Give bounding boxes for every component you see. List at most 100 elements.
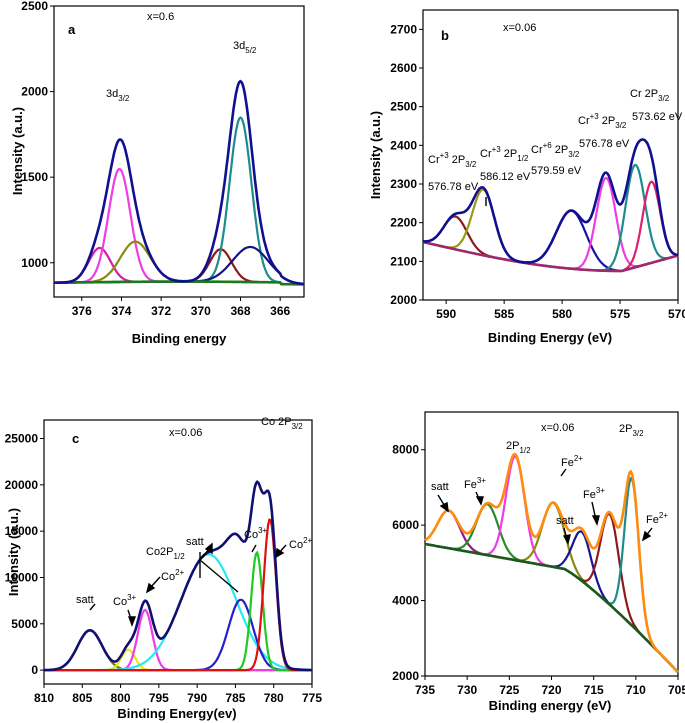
panel-b-ticks: 590 585 580 575 570 2000 2100 2200 2300 2400 2500 2… (390, 22, 685, 321)
x-tick-label: 800 (111, 691, 131, 705)
peak-component-4 (424, 501, 679, 673)
panel-d-label-2p12: 2P1/2 (506, 440, 531, 455)
panel-c-label-co3-1: Co3+ (113, 593, 137, 608)
panel-a-ylabel: Intensity (a.u.) (10, 107, 25, 195)
panel-a-peak-label-3d52: 3d5/2 (233, 40, 257, 55)
panel-b-ylabel: Intensity (a.u.) (368, 111, 383, 199)
panel-a-peak-label-3d32: 3d3/2 (106, 88, 130, 103)
arrow-head (562, 534, 571, 545)
panel-b-value-5: 573.62 eV (632, 111, 683, 123)
panel-d-curves (424, 452, 679, 674)
x-tick-label: 710 (626, 683, 646, 697)
x-tick-label: 720 (541, 683, 561, 697)
panel-c-header: x=0.06 (169, 427, 202, 439)
y-tick-label: 2500 (390, 100, 417, 114)
y-tick-label: 2100 (390, 254, 417, 268)
x-tick-label: 368 (230, 304, 250, 318)
arrow-line (251, 544, 257, 553)
panel-a-letter: a (68, 22, 76, 37)
panel-b-value-2: 586.12 eV (480, 171, 531, 183)
y-tick-label: 6000 (392, 518, 419, 532)
peak-component-2 (54, 167, 304, 286)
panel-c-label-co2p12: Co2P1/2 (146, 546, 185, 561)
y-tick-label: 15000 (5, 524, 39, 538)
x-tick-label: 366 (270, 304, 290, 318)
y-tick-label: 25000 (5, 432, 39, 446)
arrow-head (204, 542, 213, 555)
y-tick-label: 2400 (390, 138, 417, 152)
panel-b-value-1: 576.78 eV (428, 181, 479, 193)
x-tick-label: 775 (302, 691, 322, 705)
x-tick-label: 585 (494, 307, 514, 321)
panel-d-label-2p32: 2P3/2 (619, 423, 644, 438)
panel-a-ticks: 376 374 372 370 368 366 1000 1500 2000 2500 (21, 0, 290, 318)
panel-d-ticks: 735 730 725 720 715 710 705 2000 4000 6000 8000 (392, 443, 685, 697)
y-tick-label: 2000 (390, 293, 417, 307)
panel-c-label-satt-1: satt (76, 594, 94, 606)
arrow-line (89, 603, 96, 611)
panel-d-label-fe3-1: Fe3+ (464, 476, 486, 491)
panel-c-label-co3-2: Co3+ (244, 526, 268, 541)
x-tick-label: 725 (499, 683, 519, 697)
panel-d-label-fe2-2: Fe2+ (646, 511, 668, 526)
y-tick-label: 2300 (390, 177, 417, 191)
panel-d-label-fe3-2: Fe3+ (583, 486, 605, 501)
envelope-curve (54, 79, 305, 286)
x-tick-label: 785 (225, 691, 245, 705)
arrow-head (439, 501, 449, 513)
panel-b-label-5: Cr 2P3/2 (630, 88, 670, 103)
arrow-head (145, 582, 156, 594)
panel-c-label-co2-1: Co2+ (161, 568, 185, 583)
x-tick-label: 705 (668, 683, 685, 697)
x-tick-label: 735 (415, 683, 435, 697)
panel-b-label-3: Cr+6 2P3/2 (531, 141, 580, 159)
arrow-line (560, 468, 567, 477)
y-tick-label: 2700 (390, 22, 417, 36)
x-tick-label: 580 (552, 307, 572, 321)
panel-b: 590 585 580 575 570 2000 2100 2200 2300 2400 2500 2… (368, 9, 685, 345)
panel-a-frame (53, 5, 305, 298)
arrow-head (127, 616, 137, 627)
panel-c-curves (44, 479, 312, 672)
y-tick-label: 4000 (392, 594, 419, 608)
peak-component-6 (422, 180, 678, 272)
panel-d-header: x=0.06 (541, 422, 574, 434)
panel-c-frame (43, 419, 313, 685)
x-tick-label: 374 (111, 304, 131, 318)
y-tick-label: 2200 (390, 216, 417, 230)
panel-d-label-fe2-1: Fe2+ (561, 454, 583, 469)
x-tick-label: 780 (264, 691, 284, 705)
y-tick-label: 2000 (21, 85, 48, 99)
panel-c-label-co2p32: Co 2P3/2 (261, 416, 303, 431)
peak-component-1 (424, 509, 679, 673)
envelope-curve (422, 138, 679, 264)
panel-c-letter: c (72, 431, 79, 446)
panel-b-frame (422, 9, 679, 301)
panel-a-xlabel: Binding energy (132, 331, 227, 346)
envelope-curve (424, 452, 679, 674)
envelope-curve (44, 479, 312, 672)
x-tick-label: 590 (436, 307, 456, 321)
panel-c-label-satt-2: satt (186, 536, 204, 548)
y-tick-label: 8000 (392, 443, 419, 457)
panel-d-label-satt-1: satt (431, 481, 449, 493)
y-tick-label: 2600 (390, 61, 417, 75)
y-tick-label: 2000 (392, 669, 419, 683)
y-tick-label: 10000 (5, 570, 39, 584)
panel-c-ylabel: Intensity (a.u.) (6, 508, 21, 596)
annotation-arrows (89, 197, 653, 627)
panel-b-value-3: 579.59 eV (531, 165, 582, 177)
panel-a-header: x=0.6 (147, 11, 174, 23)
panel-b-label-4: Cr+3 2P3/2 (578, 112, 627, 130)
panel-b-label-1: Cr+3 2P3/2 (428, 151, 477, 169)
panel-c-label-co2-2: Co2+ (289, 536, 313, 551)
panel-d-xlabel: Binding energy (eV) (489, 698, 612, 713)
x-tick-label: 575 (610, 307, 630, 321)
y-tick-label: 1500 (21, 170, 48, 184)
y-tick-label: 1000 (21, 256, 48, 270)
panel-d-label-satt-2: satt (556, 515, 574, 527)
arrow-head (275, 547, 285, 559)
panel-c-ticks: 810 805 800 795 790 785 780 775 0 5000 10000 15000 2… (5, 432, 323, 705)
y-tick-label: 20000 (5, 478, 39, 492)
